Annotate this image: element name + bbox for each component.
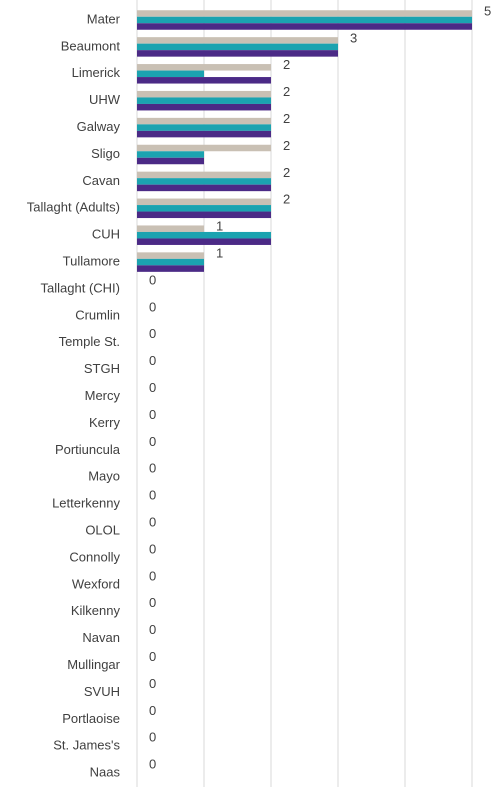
data-label: 5 [484,3,491,18]
data-label: 0 [149,541,156,556]
bar [137,37,338,44]
y-tick-label: Cavan [82,173,120,188]
bar [137,124,271,131]
data-label: 0 [149,407,156,422]
y-tick-label: Portlaoise [62,711,120,726]
y-tick-label: Mullingar [67,657,120,672]
bar [137,103,271,111]
bar [137,178,271,185]
y-tick-label: CUH [92,227,120,242]
data-label: 0 [149,595,156,610]
bar [137,231,271,239]
bar [137,70,204,78]
data-label: 0 [149,353,156,368]
bar [137,64,271,71]
data-label: 0 [149,461,156,476]
data-label: 0 [149,649,156,664]
y-tick-label: Tallaght (Adults) [27,200,120,215]
bar [137,97,271,104]
y-tick-label: Connolly [69,549,120,564]
data-label: 1 [216,246,223,261]
bar [137,90,271,98]
data-label: 0 [149,326,156,341]
y-tick-label: Mayo [88,469,120,484]
bar [137,171,271,179]
bar [137,252,204,259]
bar [137,23,472,30]
y-tick-label: Galway [77,119,121,134]
data-label: 0 [149,272,156,287]
data-label: 0 [149,299,156,314]
bar [137,77,271,84]
bar [137,43,338,51]
y-tick-label: Limerick [72,65,121,80]
y-tick-label: STGH [84,361,120,376]
data-label: 0 [149,676,156,691]
data-label: 2 [283,57,290,72]
data-label: 0 [149,757,156,772]
y-tick-label: Kerry [89,415,121,430]
data-label: 2 [283,192,290,207]
data-label: 2 [283,111,290,126]
y-tick-label: Letterkenny [52,496,120,511]
data-label: 2 [283,138,290,153]
y-tick-label: OLOL [85,523,120,538]
y-tick-label: Kilkenny [71,603,121,618]
bar [137,198,271,206]
y-tick-label: UHW [89,92,121,107]
y-tick-label: Temple St. [59,334,120,349]
data-label: 0 [149,380,156,395]
data-label: 0 [149,488,156,503]
data-label: 2 [283,84,290,99]
y-tick-label: Sligo [91,146,120,161]
data-label: 3 [350,30,357,45]
bar [137,144,271,152]
data-label: 2 [283,165,290,180]
bar [137,184,271,192]
y-tick-label: Crumlin [75,307,120,322]
bar [137,16,472,24]
data-label: 0 [149,622,156,637]
bar [137,238,271,245]
bar [137,151,204,158]
bar [137,10,472,17]
y-tick-label: Tullamore [63,254,120,269]
bar [137,211,271,219]
bar [137,157,204,165]
y-tick-label: Tallaght (CHI) [41,280,120,295]
data-label: 0 [149,703,156,718]
y-tick-label: Navan [82,630,120,645]
y-tick-label: Mercy [85,388,121,403]
y-tick-label: Wexford [72,576,120,591]
data-label: 0 [149,515,156,530]
bar [137,50,338,57]
y-tick-label: Naas [90,765,121,780]
data-label: 0 [149,568,156,583]
bar [137,258,204,266]
bar [137,225,204,232]
y-tick-label: Mater [87,11,121,26]
bar [137,130,271,138]
bar [137,205,271,212]
data-label: 1 [216,219,223,234]
data-label: 0 [149,434,156,449]
data-label: 0 [149,730,156,745]
y-tick-label: Portiuncula [55,442,121,457]
bar [137,265,204,272]
y-tick-label: Beaumont [61,38,121,53]
bar [137,117,271,125]
y-tick-label: SVUH [84,684,120,699]
y-tick-label: St. James's [53,738,120,753]
